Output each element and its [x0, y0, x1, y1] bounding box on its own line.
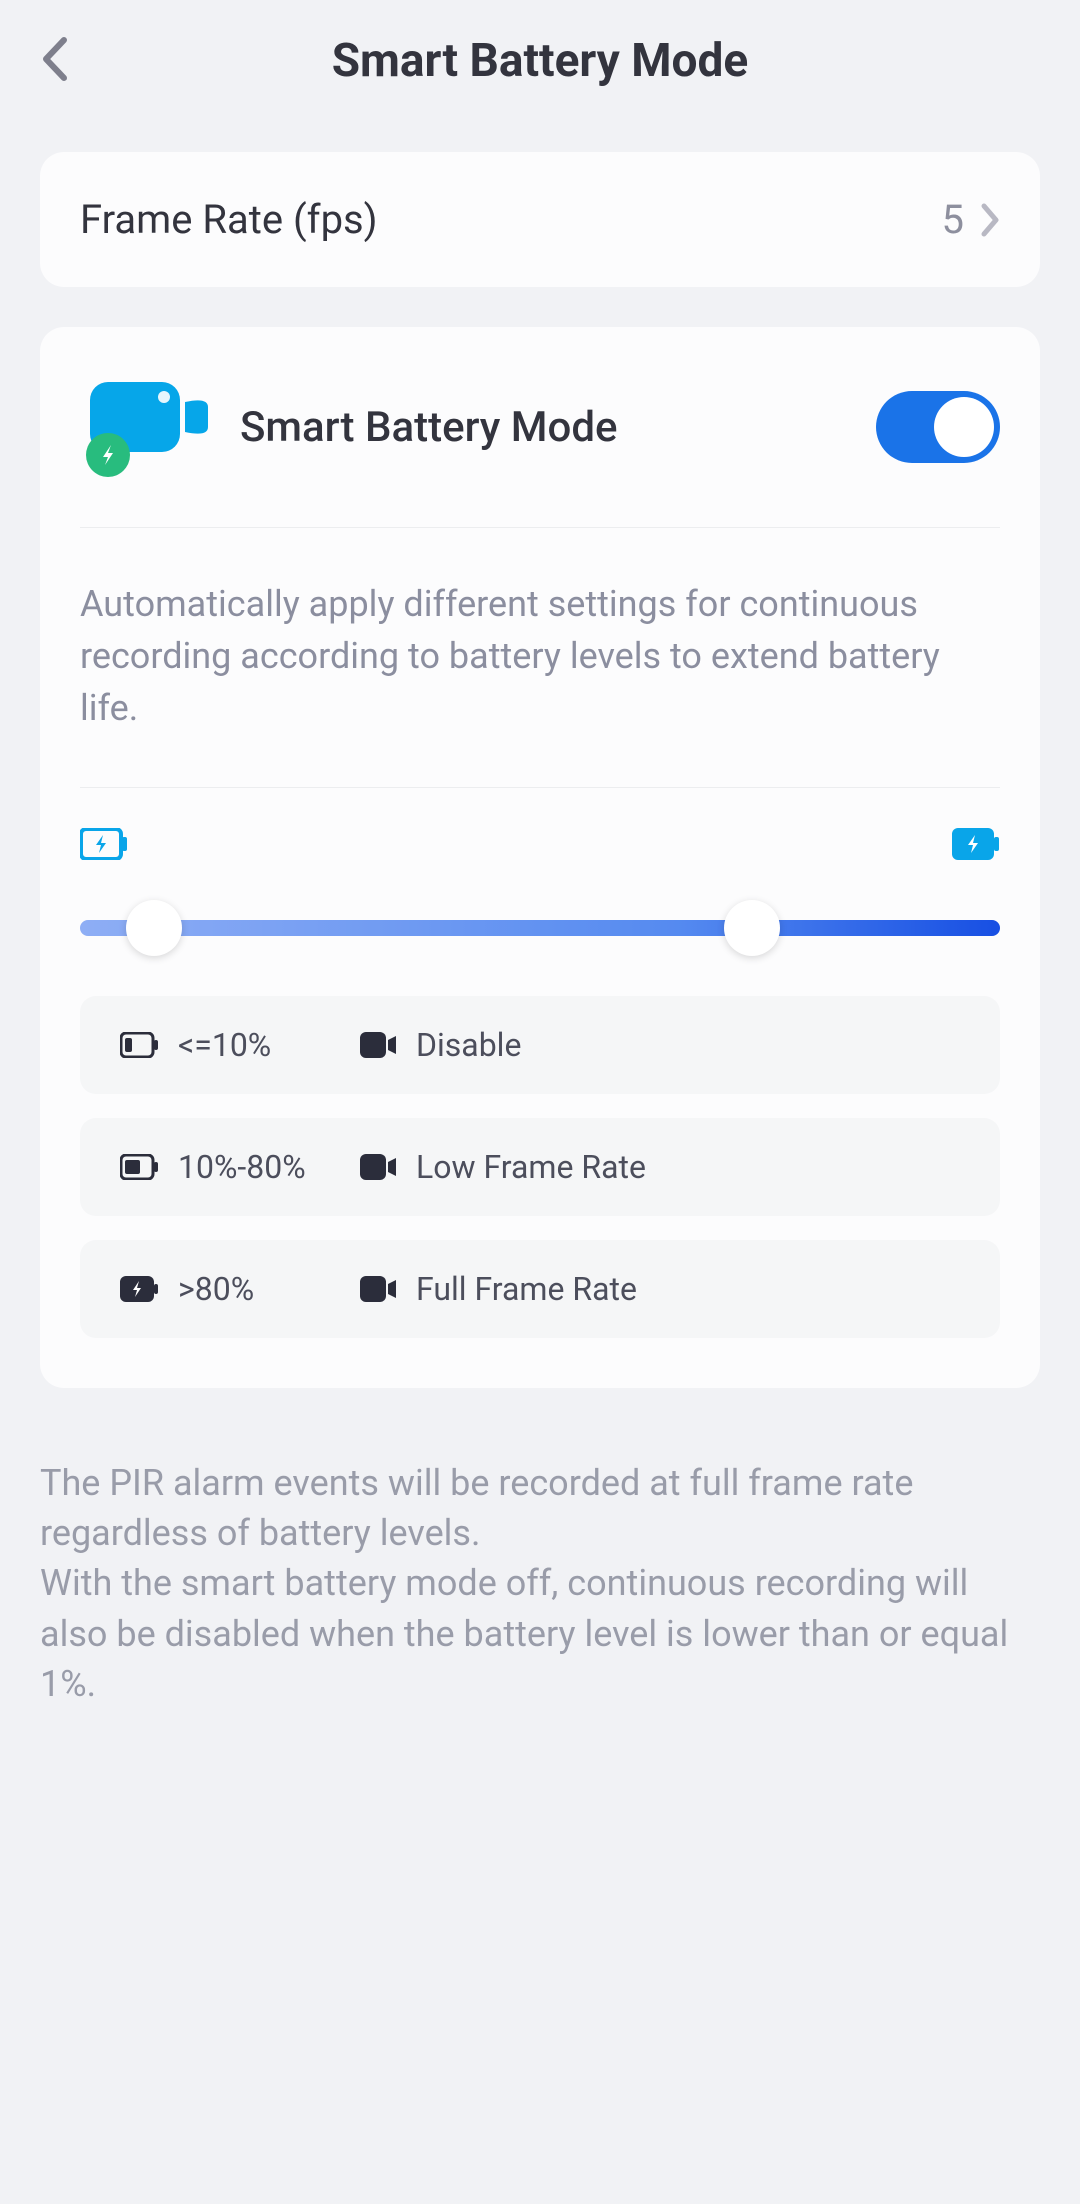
levels-section: <=10% Disable 10%-80%: [80, 996, 1000, 1388]
smart-mode-description: Automatically apply different settings f…: [80, 528, 1000, 787]
level-row-low: <=10% Disable: [80, 996, 1000, 1094]
battery-icon: [120, 1154, 160, 1180]
level-action: Low Frame Rate: [416, 1148, 646, 1186]
level-range: >80%: [178, 1270, 254, 1308]
level-row-high: >80% Full Frame Rate: [80, 1240, 1000, 1338]
header: Smart Battery Mode: [0, 0, 1080, 122]
frame-rate-value: 5: [942, 196, 964, 243]
camera-mode-icon: [80, 377, 210, 477]
frame-rate-card: Frame Rate (fps) 5: [40, 152, 1040, 287]
level-range: <=10%: [178, 1026, 271, 1064]
smart-mode-toggle[interactable]: [876, 391, 1000, 463]
level-action: Disable: [416, 1026, 521, 1064]
smart-mode-header: Smart Battery Mode: [80, 327, 1000, 527]
battery-icon: [120, 1032, 160, 1058]
battery-icon: [120, 1276, 160, 1302]
video-icon: [360, 1276, 398, 1302]
page-title: Smart Battery Mode: [40, 34, 1040, 88]
slider-section: [80, 788, 1000, 996]
slider-thumb-low[interactable]: [126, 900, 182, 956]
footer-note: The PIR alarm events will be recorded at…: [0, 1428, 1080, 1740]
slider-track: [80, 920, 1000, 936]
smart-mode-title: Smart Battery Mode: [240, 403, 876, 452]
footer-line-2: With the smart battery mode off, continu…: [40, 1558, 1040, 1709]
level-row-mid: 10%-80% Low Frame Rate: [80, 1118, 1000, 1216]
level-action: Full Frame Rate: [416, 1270, 637, 1308]
footer-line-1: The PIR alarm events will be recorded at…: [40, 1458, 1040, 1559]
smart-mode-card: Smart Battery Mode Automatically apply d…: [40, 327, 1040, 1388]
toggle-knob: [934, 397, 994, 457]
frame-rate-row[interactable]: Frame Rate (fps) 5: [40, 152, 1040, 287]
chevron-right-icon: [980, 202, 1000, 238]
battery-range-slider[interactable]: [80, 900, 1000, 956]
level-range: 10%-80%: [178, 1148, 306, 1186]
battery-full-icon: [952, 828, 1000, 860]
chevron-left-icon: [40, 36, 68, 82]
video-icon: [360, 1154, 398, 1180]
slider-thumb-high[interactable]: [724, 900, 780, 956]
back-button[interactable]: [40, 36, 68, 86]
frame-rate-label: Frame Rate (fps): [80, 196, 942, 243]
battery-low-icon: [80, 828, 128, 860]
video-icon: [360, 1032, 398, 1058]
